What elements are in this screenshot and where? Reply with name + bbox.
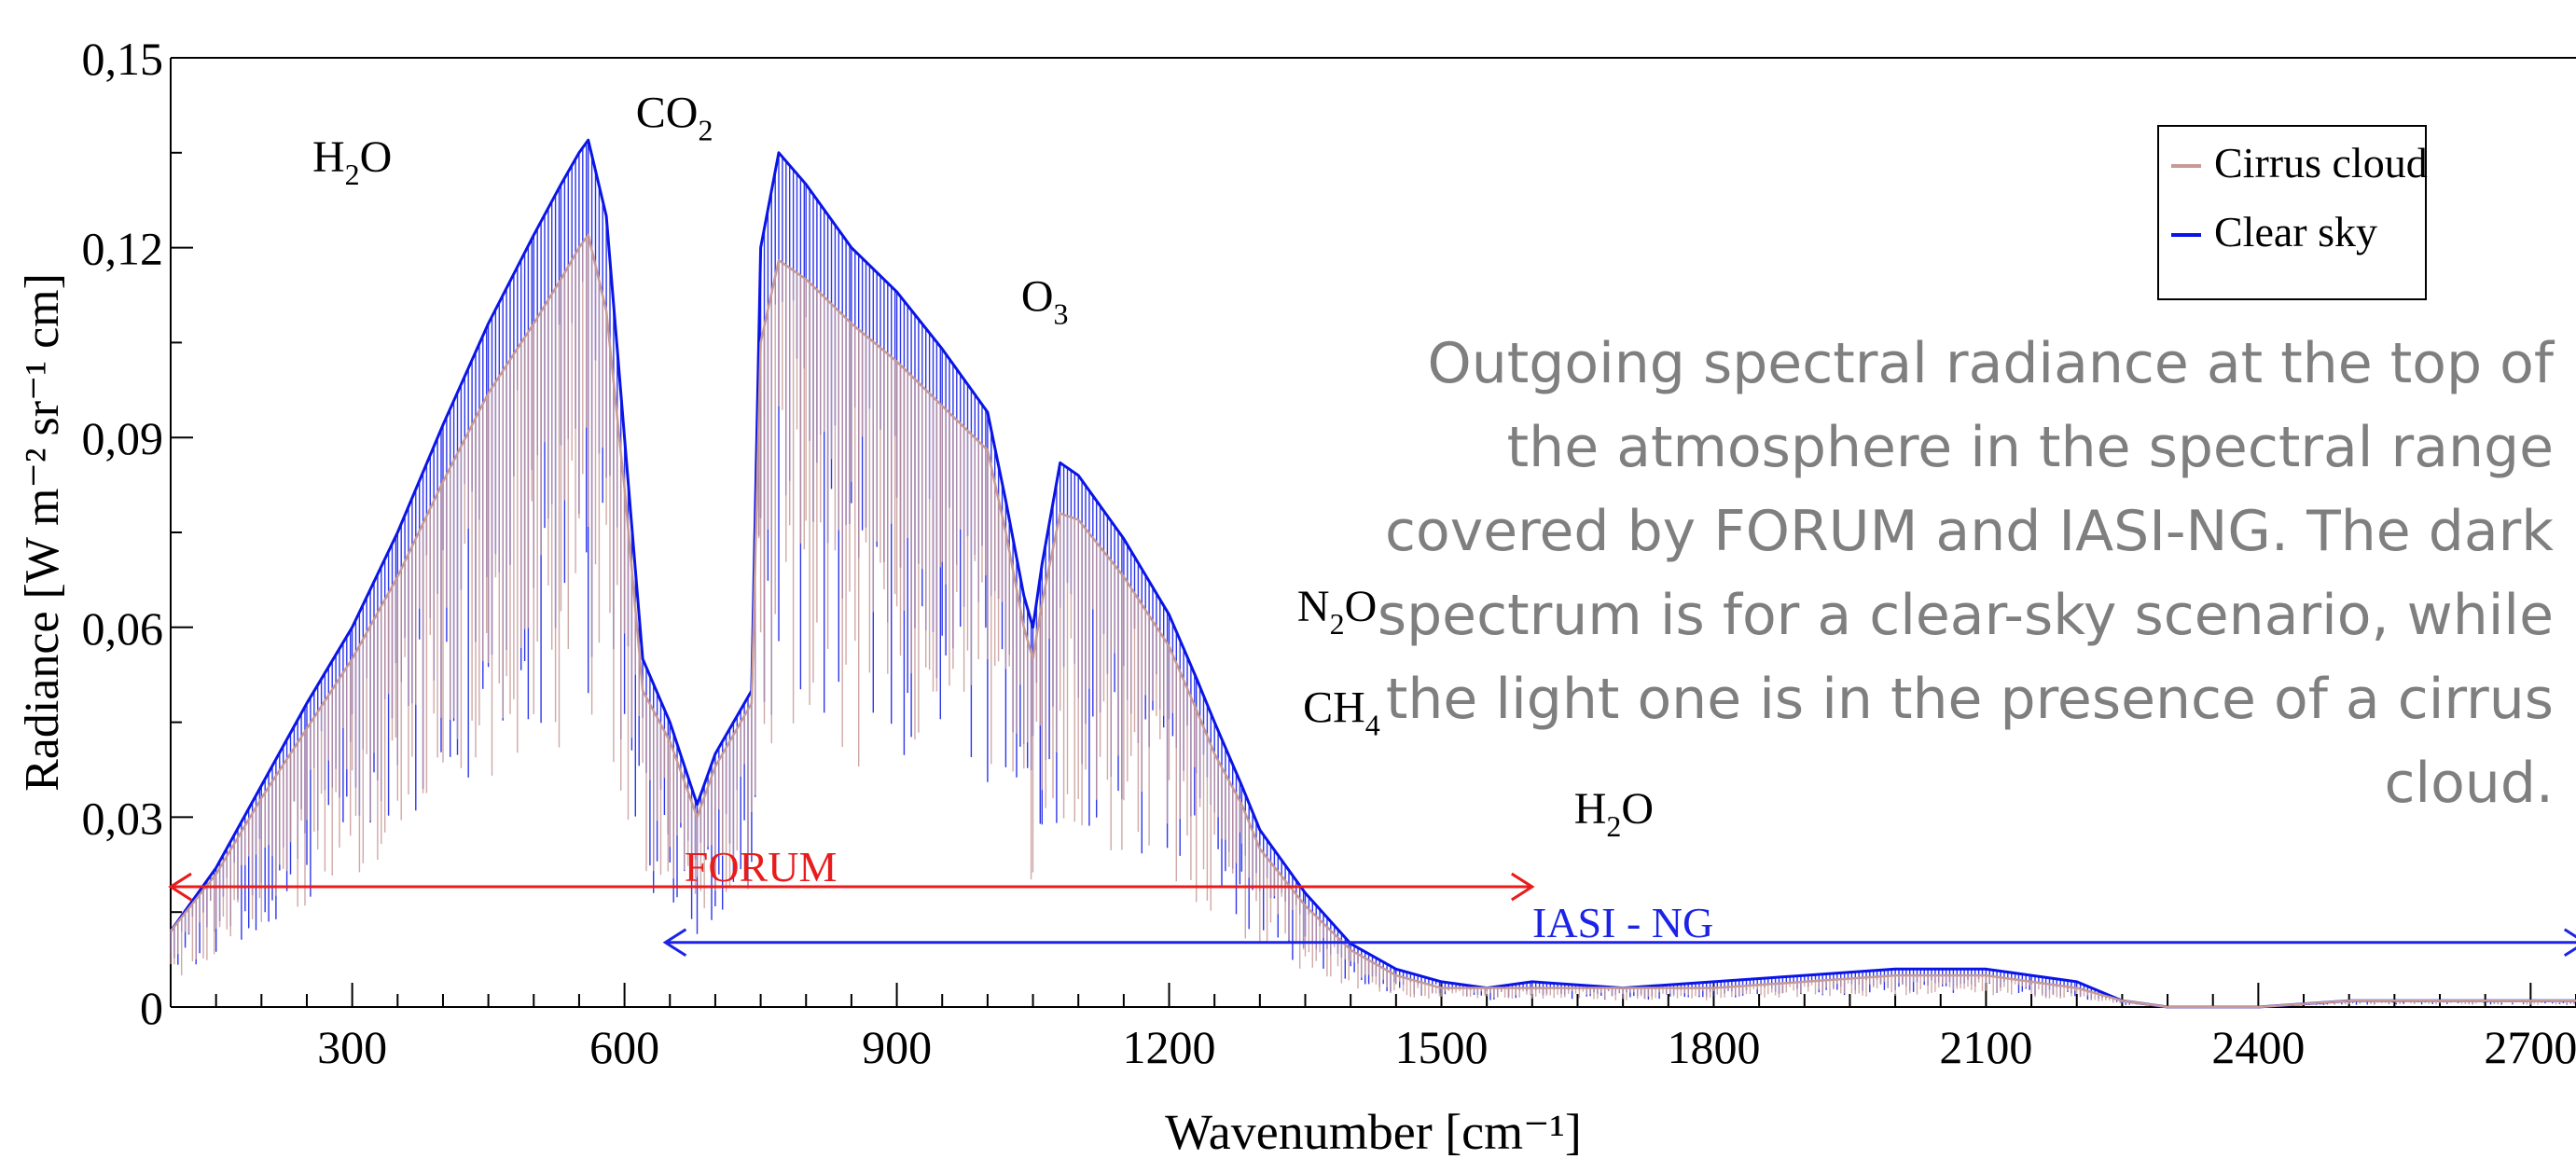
plot-area: 300 600 900 1200 1500 1800 2100 2400 2700 0 0,03 0,… [16,33,2576,1159]
molecule-label: CO2 [636,89,713,147]
range-label: FORUM [685,843,838,890]
y-tick-label: 0,03 [82,792,164,844]
range-arrowhead-right [1511,872,1535,902]
figure-caption: Outgoing spectral radiance at the top of… [1377,331,2554,816]
x-tick-label: 2700 [2484,1021,2576,1073]
x-tick-label: 2100 [1939,1021,2032,1073]
y-tick-label: 0,06 [82,602,164,655]
legend-label-cirrus: Cirrus cloud [2214,139,2428,186]
x-tick-label: 2400 [2211,1021,2305,1073]
range-arrowhead-left [168,872,192,902]
legend-box [2157,125,2427,300]
range-label: IASI - NG [1532,899,1713,946]
range-arrowhead-left [662,928,687,958]
series-line-cirrus [170,233,2576,1009]
molecule-label: N2O [1297,582,1377,641]
legend-label-clear: Clear sky [2214,208,2377,255]
molecule-label: H2O [1574,784,1654,843]
x-axis-label: Wavenumber [cm⁻¹] [1165,1104,1582,1159]
x-tick-label: 1500 [1394,1021,1488,1073]
y-tick-label: 0,09 [82,412,164,464]
x-tick-label: 1800 [1667,1021,1760,1073]
range-arrowhead-right [2563,928,2576,958]
y-tick-label: 0 [140,982,163,1034]
series-absorption-cirrus [170,235,2575,1007]
x-tick-label: 1200 [1123,1021,1216,1073]
x-tick-label: 600 [589,1021,659,1073]
molecule-label: O3 [1021,271,1069,330]
molecule-label: H2O [312,132,392,191]
y-tick-label: 0,15 [82,33,164,85]
series-line-clear [169,138,2576,1009]
y-tick-label: 0,12 [82,223,164,275]
x-tick-label: 300 [317,1021,387,1073]
legend: Cirrus cloud Clear sky [2157,125,2428,300]
y-axis-label: Radiance [W m⁻² sr⁻¹ cm] [16,273,69,792]
x-tick-label: 900 [862,1021,932,1073]
molecule-label: CH4 [1303,683,1380,742]
